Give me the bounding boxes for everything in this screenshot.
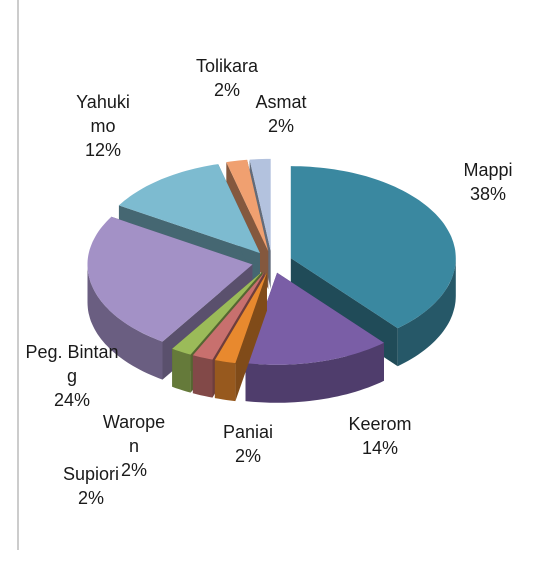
slice-wall [397, 258, 456, 367]
value-label: 2% [120, 460, 147, 480]
value-label: 2% [234, 446, 261, 466]
slice-wall [214, 360, 236, 402]
value-label: 2% [213, 80, 240, 100]
data-label: Mappi 38% [448, 158, 528, 206]
slice-wall [192, 355, 213, 398]
slice-top [290, 166, 456, 329]
value-label: 14% [361, 438, 399, 458]
category-label: Supiori [62, 464, 120, 484]
slice-top [245, 272, 384, 365]
slice-top [118, 164, 261, 254]
pie-slice [214, 272, 267, 402]
data-label: Tolikara 2% [182, 54, 272, 102]
slice-wall [87, 264, 163, 380]
category-label: Peg. Bintang [25, 342, 119, 386]
value-label: 2% [267, 116, 294, 136]
data-label: Paniai 2% [208, 420, 288, 468]
pie-slice [245, 272, 384, 403]
slice-wall [245, 342, 384, 403]
data-label: Yahukimo 12% [72, 90, 134, 162]
value-label: 2% [77, 488, 104, 508]
data-label: Waropen 2% [102, 410, 166, 482]
slice-top [192, 272, 265, 360]
slice-wall [172, 348, 191, 393]
slice-top [87, 216, 253, 342]
category-label: Asmat [255, 92, 307, 112]
value-label: 38% [469, 184, 507, 204]
slice-top [172, 271, 263, 355]
slice-top [226, 159, 269, 252]
value-label: 12% [84, 140, 122, 160]
data-label: Peg. Bintang 24% [22, 340, 122, 412]
category-label: Mappi [463, 160, 513, 180]
data-label: Asmat 2% [244, 90, 318, 138]
data-label: Keerom 14% [330, 412, 430, 460]
category-label: Paniai [222, 422, 274, 442]
category-label: Keerom [348, 414, 412, 434]
slice-top [249, 158, 271, 251]
value-label: 24% [53, 390, 91, 410]
category-label: Tolikara [195, 56, 259, 76]
data-label: Supiori 2% [48, 462, 134, 510]
slice-top [214, 272, 267, 364]
category-label: Yahukimo [76, 92, 130, 136]
category-label: Waropen [102, 412, 166, 456]
